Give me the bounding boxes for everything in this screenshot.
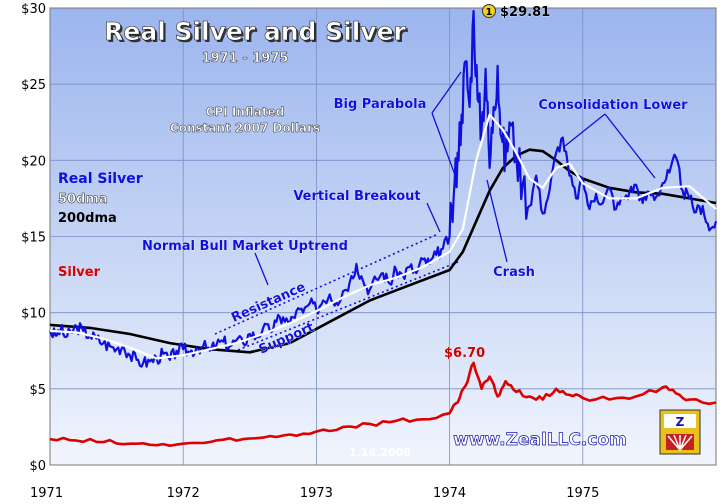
annotation-label: Crash: [493, 265, 535, 280]
legend-item: Silver: [58, 265, 101, 280]
resistance-line: [214, 233, 439, 335]
cpi-note: CPI Inflated Constant 2007 Dollars: [170, 105, 320, 135]
series-line-50dma: [49, 113, 717, 360]
x-tick-label: 1972: [167, 486, 200, 501]
chart-title: Real Silver and Silver: [106, 19, 408, 48]
legend-item: Real Silver: [58, 171, 143, 187]
x-tick-label: 1975: [566, 486, 599, 501]
annotation-label: $6.70: [444, 346, 485, 361]
x-tick-label: 1974: [433, 486, 466, 501]
series-layer: [48, 9, 718, 447]
series-line-silver: [49, 361, 717, 447]
y-axis: $0 $5 $10 $15 $20 $25 $30: [21, 2, 46, 474]
y-tick-label: $15: [21, 231, 46, 246]
legend-item: 50dma: [58, 192, 108, 207]
y-tick-label: $5: [29, 383, 46, 398]
arrow-normal-bull: [254, 252, 269, 286]
legend: Real Silver 50dma 200dma Silver: [58, 171, 143, 280]
x-tick-label: 1973: [300, 486, 333, 501]
arrow-consolidation-2: [604, 113, 656, 179]
series-line-real-silver: [48, 9, 718, 368]
legend-item: 200dma: [58, 211, 117, 226]
arrow-big-parabola-1: [431, 112, 456, 176]
annotation-label: Vertical Breakout: [293, 189, 420, 204]
annotation-arrows: [214, 71, 656, 351]
series-line-200dma: [49, 148, 717, 354]
peak-marker-icon: [482, 4, 496, 18]
arrow-big-parabola-2: [431, 71, 462, 114]
x-tick-label: 1971: [30, 486, 63, 501]
date-stamp: 1.16.2008: [349, 446, 411, 459]
arrow-vertical-breakout: [426, 202, 441, 233]
annotation-label: Big Parabola: [334, 97, 427, 112]
y-tick-label: $30: [21, 2, 46, 17]
zeal-logo-icon: Z: [659, 409, 701, 455]
y-tick-label: $10: [21, 307, 46, 322]
y-tick-label: $25: [21, 78, 46, 93]
arrow-consolidation-1: [564, 113, 606, 147]
peak-marker-label: 1: [486, 7, 493, 18]
y-tick-label: $20: [21, 154, 46, 169]
annotation-label: $29.81: [500, 5, 550, 20]
chart-title: Real Silver and Silver: [104, 17, 406, 46]
svg-text:Z: Z: [676, 415, 685, 429]
x-axis: 1971 1972 1973 1974 1975: [30, 486, 599, 501]
arrow-crash: [486, 179, 508, 263]
watermark: www.ZealLLC.com: [453, 430, 627, 450]
grid: [50, 8, 716, 465]
annotation-label: Normal Bull Market Uptrend: [142, 239, 348, 254]
chart-subtitle: 1971 - 1975: [202, 51, 289, 66]
y-tick-label: $0: [29, 459, 46, 474]
annotation-label: Consolidation Lower: [538, 98, 688, 113]
